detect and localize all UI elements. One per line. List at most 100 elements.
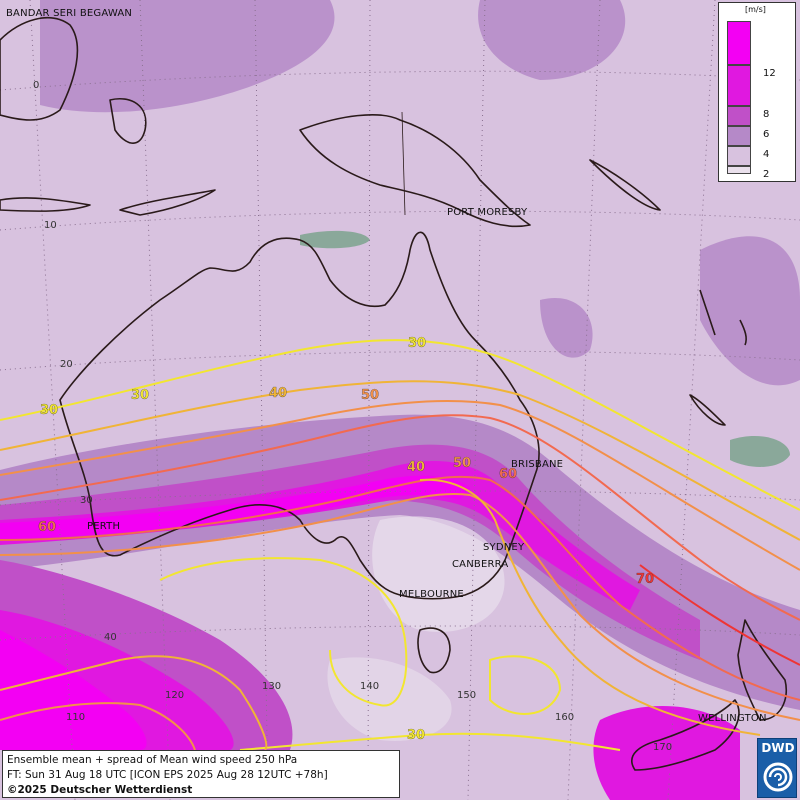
spread-patch-northeast	[478, 0, 626, 80]
contour-label-30-mid: 30	[131, 388, 150, 403]
solomon-islands-coast	[589, 159, 661, 211]
legend-swatch-8-12	[727, 65, 751, 106]
legend-swatch-below-2	[727, 166, 751, 174]
border-lines	[401, 111, 406, 216]
grid-lat-10	[0, 210, 800, 231]
contour-70	[639, 564, 800, 666]
contour-50-south	[0, 493, 800, 721]
spread-patch-coral	[540, 298, 593, 358]
java-coast	[0, 197, 91, 212]
grid-lat-30	[0, 490, 800, 506]
lat-tick-0: 0	[33, 80, 40, 91]
city-label-brisbane: BRISBANE	[511, 459, 564, 470]
lon-tick-160: 160	[555, 712, 575, 723]
contour-30-north	[0, 339, 800, 511]
spread-patch-east	[700, 236, 800, 386]
new-caledonia-coast	[689, 394, 726, 426]
spread-southeast-max	[593, 706, 740, 800]
spread-patch-north	[40, 0, 335, 113]
contour-60-south	[0, 475, 800, 701]
city-label-bandar-seri-begawan: BANDAR SERI BEGAWAN	[6, 8, 133, 19]
spread-light-interior	[372, 516, 505, 632]
spread-band-max	[0, 461, 640, 610]
grid-lon-160	[567, 0, 601, 800]
contour-label-60-west: 60	[38, 520, 57, 535]
forecast-time: FT: Sun 31 Aug 18 UTC [ICON EPS 2025 Aug…	[7, 769, 328, 781]
legend-level-12: 12	[763, 68, 776, 79]
contour-30-bottom	[239, 732, 621, 751]
grid-lon-120	[139, 0, 171, 800]
contour-label-50-north: 50	[361, 388, 380, 403]
lon-tick-130: 130	[262, 681, 282, 692]
legend-unit: [m/s]	[745, 5, 766, 14]
contour-30-southeast	[489, 655, 562, 715]
legend-swatch-12-plus	[727, 21, 751, 65]
city-label-sydney: SYDNEY	[483, 542, 525, 553]
dwd-logo-text: DWD	[761, 741, 795, 755]
dwd-swirl-icon	[763, 762, 793, 792]
spread-band-core	[0, 444, 700, 660]
grid-lon-130	[254, 0, 269, 800]
grid-lon-140	[367, 0, 371, 800]
contour-40-north	[0, 380, 800, 541]
contour-50-southwest	[0, 702, 196, 751]
legend-level-2: 2	[763, 169, 770, 180]
legend-swatch-2-4	[727, 146, 751, 166]
legend-level-4: 4	[763, 149, 770, 160]
city-label-port-moresby: PORT MORESBY	[447, 207, 528, 218]
map-caption: Ensemble mean + spread of Mean wind spee…	[2, 750, 400, 798]
png-border	[401, 111, 406, 216]
timor-coast	[119, 189, 216, 216]
grid-lat-0	[0, 70, 800, 91]
legend-level-6: 6	[763, 129, 770, 140]
contour-label-40-core: 40	[407, 460, 426, 475]
grid-lat-20	[0, 350, 800, 371]
lon-tick-170: 170	[653, 742, 673, 753]
copyright: ©2025 Deutscher Wetterdienst	[7, 784, 193, 796]
spread-teal-gulf	[300, 230, 370, 249]
city-label-melbourne: MELBOURNE	[399, 589, 464, 600]
sulawesi-coast	[109, 98, 147, 144]
contour-label-30-north: 30	[408, 336, 427, 351]
lat-tick-40: 40	[104, 632, 117, 643]
contour-40-southwest	[0, 655, 268, 751]
legend-swatch-4-6	[727, 126, 751, 146]
lat-tick-30: 30	[80, 495, 93, 506]
grid-lon-170	[667, 0, 716, 800]
lon-tick-140: 140	[360, 681, 380, 692]
city-label-wellington: WELLINGTON	[698, 713, 767, 724]
coastlines	[0, 17, 787, 771]
spread-southwest-peak	[0, 630, 147, 750]
legend-level-8: 8	[763, 109, 770, 120]
australia-coast	[59, 231, 540, 600]
spread-teal-patch	[730, 435, 790, 467]
map-title: Ensemble mean + spread of Mean wind spee…	[7, 754, 298, 766]
city-label-perth: PERTH	[87, 521, 121, 532]
lon-tick-120: 120	[165, 690, 185, 701]
city-label-canberra: CANBERRA	[452, 559, 509, 570]
vanuatu-coast	[699, 289, 747, 346]
lat-tick-10: 10	[44, 220, 57, 231]
lon-tick-150: 150	[457, 690, 477, 701]
lon-tick-110: 110	[66, 712, 86, 723]
contour-label-50-core: 50	[453, 456, 472, 471]
grid-lat-40	[0, 625, 800, 641]
mean-contours	[0, 339, 800, 751]
dwd-logo: DWD	[757, 738, 797, 798]
contour-60-north	[0, 414, 800, 621]
new-guinea-coast	[299, 114, 531, 228]
contour-40-south	[419, 478, 761, 736]
contour-30-south	[159, 557, 408, 707]
grid-lon-150	[467, 0, 486, 800]
contour-50-north	[0, 399, 800, 571]
lat-tick-20: 20	[60, 359, 73, 370]
contour-label-60-east: 60	[499, 467, 518, 482]
contour-label-30-south: 30	[407, 728, 426, 743]
legend-swatch-6-8	[727, 106, 751, 126]
tasmania-coast	[417, 627, 451, 674]
borneo-coast	[0, 17, 79, 121]
contour-label-70: 70	[636, 572, 655, 587]
